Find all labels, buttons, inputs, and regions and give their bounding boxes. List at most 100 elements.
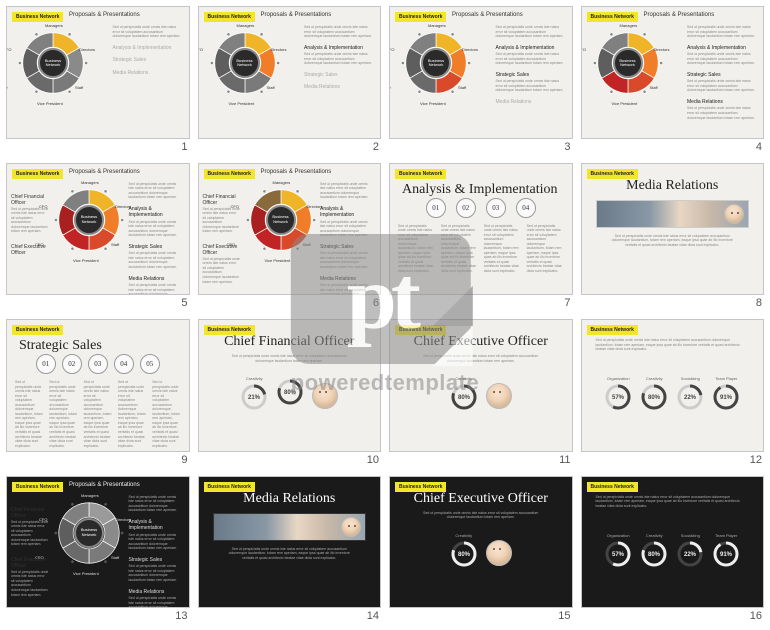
side-heading: Media Relations <box>129 589 183 596</box>
slide-number: 12 <box>581 452 765 468</box>
slide-thumbnail[interactable]: Business NetworkProposals & Presentation… <box>389 6 573 139</box>
donut-label: Creativity <box>646 533 663 538</box>
svg-text:22%: 22% <box>684 395 697 401</box>
slide-cell: Business NetworkMedia RelationsSed ut pe… <box>581 163 765 312</box>
segment-label: Managers <box>273 180 291 185</box>
slide-cell: Business NetworkProposals & Presentation… <box>198 6 382 155</box>
slide-thumbnail[interactable]: Business NetworkProposals & Presentation… <box>6 6 190 139</box>
svg-text:91%: 91% <box>720 395 733 401</box>
brand-tag: Business Network <box>12 169 63 179</box>
segment-label: Staff <box>75 85 83 90</box>
segment-label: Directors <box>271 47 287 52</box>
side-heading: Media Relations <box>320 276 374 283</box>
slide-thumbnail[interactable]: Business NetworkChief Financial OfficerS… <box>198 319 382 452</box>
slide-title: Chief Financial Officer <box>199 334 381 350</box>
donut-chart: Organization 57% <box>604 376 632 411</box>
side-heading: Strategic Sales <box>129 244 183 251</box>
segment-wheel: BusinessNetworkManagersDirectorsStaffVic… <box>209 27 281 99</box>
donut-label: Organization <box>607 376 630 381</box>
left-column: Chief Financial OfficerSed ut perspiciat… <box>11 507 49 608</box>
slide-cell: Business NetworkChief Executive OfficerS… <box>389 319 573 468</box>
step-row: 0102030405 <box>7 354 189 374</box>
slide-title: Media Relations <box>582 178 764 194</box>
slide-thumbnail[interactable]: Business NetworkMedia RelationsSed ut pe… <box>198 476 382 609</box>
slide-thumbnail[interactable]: Business NetworkProposals & Presentation… <box>198 163 382 296</box>
svg-text:80%: 80% <box>458 552 471 558</box>
step-circle: 04 <box>516 198 536 218</box>
side-column: Sed ut perspiciatis unde omnis iste natu… <box>320 182 374 296</box>
wheel-center-label: BusinessNetwork <box>266 205 296 235</box>
slide-number: 5 <box>6 295 190 311</box>
segment-label: Directors <box>462 47 478 52</box>
segment-wheel: BusinessNetworkManagersDirectorsStaffVic… <box>245 184 317 256</box>
slide-thumbnail[interactable]: Business NetworkSed ut perspiciatis unde… <box>581 476 765 609</box>
side-heading: Strategic Sales <box>496 72 566 79</box>
svg-text:22%: 22% <box>684 552 697 558</box>
segment-label: Staff <box>303 242 311 247</box>
step-circle: 04 <box>114 354 134 374</box>
segment-label: Directors <box>79 47 95 52</box>
body-text: Sed ut perspiciatis unde omnis iste natu… <box>223 354 357 363</box>
wheel-center-label: BusinessNetwork <box>613 48 643 78</box>
media-photo-strip <box>213 513 367 541</box>
slide-thumbnail[interactable]: Business NetworkChief Executive OfficerS… <box>389 319 573 452</box>
segment-label: Managers <box>81 493 99 498</box>
slide-thumbnail[interactable]: Business NetworkProposals & Presentation… <box>581 6 765 139</box>
slide-number: 13 <box>6 608 190 624</box>
svg-text:80%: 80% <box>284 390 297 396</box>
left-column: Chief Financial OfficerSed ut perspiciat… <box>203 194 241 295</box>
text-columns: Sed ut perspiciatis unde omnis iste natu… <box>15 380 181 445</box>
avatar-container <box>312 376 338 411</box>
side-column: Sed ut perspiciatis unde omnis iste natu… <box>113 25 183 82</box>
slide-cell: Business NetworkProposals & Presentation… <box>581 6 765 155</box>
segment-label: Managers <box>620 23 638 28</box>
step-circle: 01 <box>36 354 56 374</box>
slide-cell: Business NetworkAnalysis & Implementatio… <box>389 163 573 312</box>
side-heading: Media Relations <box>496 99 566 106</box>
slide-thumbnail[interactable]: Business NetworkProposals & Presentation… <box>198 6 382 139</box>
svg-text:80%: 80% <box>648 395 661 401</box>
step-circle: 02 <box>456 198 476 218</box>
side-heading: Strategic Sales <box>129 557 183 564</box>
slide-subtitle: Proposals & Presentations <box>261 169 332 175</box>
side-heading: Analysis & Implementation <box>320 206 374 219</box>
left-column: Chief Financial OfficerSed ut perspiciat… <box>11 194 49 266</box>
slide-number: 11 <box>389 452 573 468</box>
segment-label: Vice President <box>73 258 99 263</box>
slide-cell: Business NetworkProposals & Presentation… <box>6 476 190 625</box>
slide-thumbnail[interactable]: Business NetworkSed ut perspiciatis unde… <box>581 319 765 452</box>
slide-thumbnail[interactable]: Business NetworkAnalysis & Implementatio… <box>389 163 573 296</box>
slide-thumbnail[interactable]: Business Network Strategic Sales010203040… <box>6 319 190 452</box>
segment-wheel: BusinessNetworkManagersDirectorsStaffVic… <box>592 27 664 99</box>
svg-text:21%: 21% <box>248 395 261 401</box>
slide-number: 4 <box>581 139 765 155</box>
donut-chart: Creativity 80% <box>450 376 478 411</box>
left-heading: Chief Executive Officer <box>11 557 49 569</box>
wheel-center-label: BusinessNetwork <box>421 48 451 78</box>
side-heading: Analysis & Implementation <box>113 45 183 52</box>
segment-label: Managers <box>81 180 99 185</box>
donut-chart: Team Player 91% <box>712 376 740 411</box>
slide-number: 16 <box>581 608 765 624</box>
donut-row: Organization 57% Creativity 80% Socializ… <box>582 376 764 411</box>
slide-thumbnail[interactable]: Business NetworkMedia RelationsSed ut pe… <box>581 163 765 296</box>
segment-wheel: BusinessNetworkManagersDirectorsStaffVic… <box>400 27 472 99</box>
brand-tag: Business Network <box>12 325 63 335</box>
slide-thumbnail[interactable]: Business NetworkProposals & Presentation… <box>6 476 190 609</box>
donut-chart: Creativity 80% <box>640 376 668 411</box>
segment-label: Vice President <box>265 258 291 263</box>
brand-tag: Business Network <box>395 12 446 22</box>
wheel-center-label: BusinessNetwork <box>230 48 260 78</box>
side-heading: Strategic Sales <box>113 57 183 64</box>
brand-tag: Business Network <box>395 169 446 179</box>
slide-thumbnail[interactable]: Business NetworkProposals & Presentation… <box>6 163 190 296</box>
slide-title: Strategic Sales <box>19 338 102 354</box>
donut-row: Creativity 80% <box>390 533 572 568</box>
slide-subtitle: Proposals & Presentations <box>644 12 715 18</box>
slide-title: Chief Executive Officer <box>390 491 572 507</box>
step-row: 01020304 <box>390 198 572 218</box>
donut-row: Organization 57% Creativity 80% Socializ… <box>582 533 764 568</box>
text-columns: Sed ut perspiciatis unde omnis iste natu… <box>398 224 564 289</box>
slide-thumbnail[interactable]: Business NetworkChief Executive OfficerS… <box>389 476 573 609</box>
slide-cell: Business NetworkChief Financial OfficerS… <box>198 319 382 468</box>
